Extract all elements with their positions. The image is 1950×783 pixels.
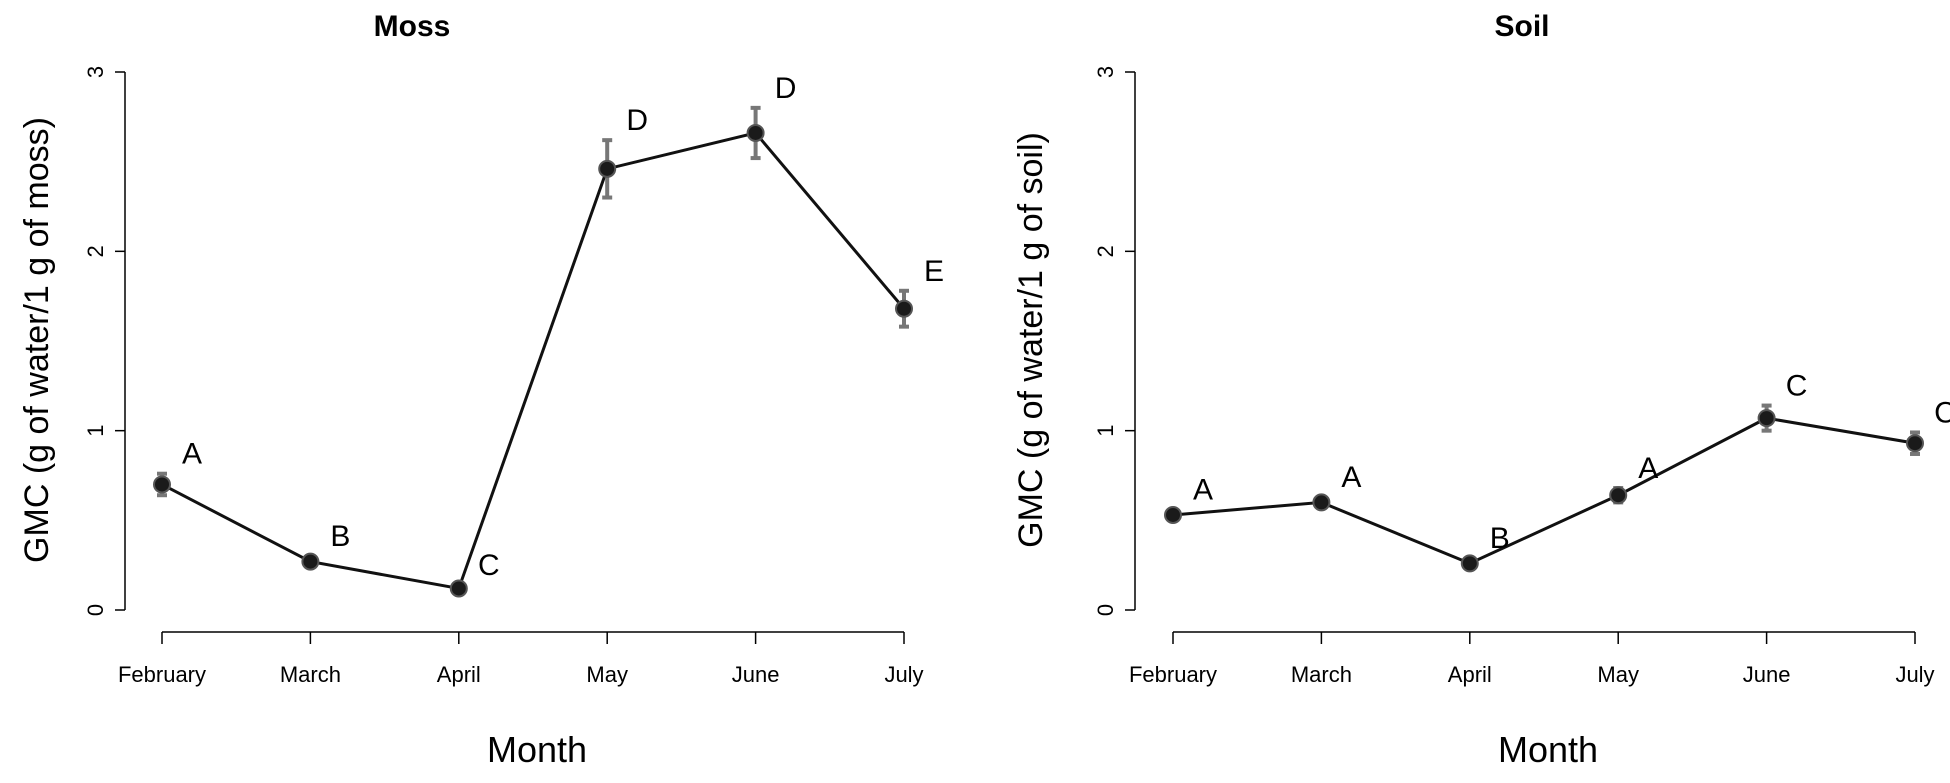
soil-data-point bbox=[1906, 434, 1924, 453]
moss-y-tick-label: 1 bbox=[83, 425, 108, 437]
moss-x-tick-label: May bbox=[586, 662, 628, 687]
moss-significance-letter: D bbox=[775, 72, 797, 105]
soil-data-point bbox=[1312, 493, 1331, 512]
soil-significance-letter: A bbox=[1638, 452, 1658, 485]
soil-x-axis-label: Month bbox=[1498, 729, 1598, 770]
soil-x-tick-label: June bbox=[1743, 662, 1791, 687]
moss-data-point bbox=[153, 475, 171, 494]
moss-significance-letter: A bbox=[182, 438, 202, 471]
soil-x-tick-label: July bbox=[1895, 662, 1934, 687]
moss-series-line bbox=[161, 131, 906, 591]
soil-x-tick-label: May bbox=[1597, 662, 1639, 687]
soil-data-point bbox=[1757, 409, 1776, 428]
moss-panel: Moss GMC (g of water/1 g of moss) Month … bbox=[18, 10, 944, 770]
moss-significance-letter: B bbox=[330, 520, 350, 553]
soil-data-point bbox=[1164, 505, 1182, 524]
soil-significance-letter: B bbox=[1490, 522, 1510, 555]
moss-data-point bbox=[746, 123, 765, 142]
soil-y-tick-label: 1 bbox=[1093, 425, 1118, 437]
moss-y-tick-label: 3 bbox=[83, 66, 108, 78]
soil-x-tick-label: March bbox=[1291, 662, 1352, 687]
soil-significance-letter: C bbox=[1786, 370, 1808, 403]
soil-significance-letter: A bbox=[1341, 461, 1361, 494]
soil-x-tick-label: February bbox=[1129, 662, 1217, 687]
soil-series-line bbox=[1172, 416, 1916, 566]
soil-y-axis-label: GMC (g of water/1 g of soil) bbox=[1012, 132, 1050, 548]
soil-x-tick-label: April bbox=[1448, 662, 1492, 687]
moss-significance-letter: D bbox=[626, 104, 648, 137]
soil-panel: Soil GMC (g of water/1 g of soil) Month … bbox=[1012, 10, 1950, 770]
moss-significance-letter: C bbox=[478, 549, 500, 582]
moss-x-tick-label: July bbox=[884, 662, 923, 687]
soil-y-tick-label: 3 bbox=[1093, 66, 1118, 78]
moss-x-tick-label: June bbox=[732, 662, 780, 687]
moss-x-tick-label: March bbox=[280, 662, 341, 687]
soil-chart-title: Soil bbox=[1494, 10, 1549, 43]
moss-y-axis-label: GMC (g of water/1 g of moss) bbox=[18, 117, 56, 563]
soil-data-point bbox=[1609, 486, 1628, 505]
soil-significance-letter: C bbox=[1934, 396, 1950, 429]
soil-significance-letter: A bbox=[1193, 474, 1213, 507]
moss-chart-title: Moss bbox=[374, 10, 451, 43]
moss-x-tick-label: February bbox=[118, 662, 206, 687]
moss-significance-letter: E bbox=[924, 255, 944, 288]
moss-x-axis-label: Month bbox=[487, 729, 587, 770]
moss-data-point bbox=[895, 299, 913, 318]
moss-x-tick-label: April bbox=[437, 662, 481, 687]
moss-data-point bbox=[449, 579, 468, 598]
moss-y-tick-label: 2 bbox=[83, 245, 108, 257]
soil-y-tick-label: 0 bbox=[1093, 604, 1118, 616]
soil-y-tick-label: 2 bbox=[1093, 245, 1118, 257]
moss-data-point bbox=[598, 159, 617, 178]
soil-data-point bbox=[1460, 554, 1479, 573]
moss-y-tick-label: 0 bbox=[83, 604, 108, 616]
moss-data-point bbox=[301, 552, 320, 571]
